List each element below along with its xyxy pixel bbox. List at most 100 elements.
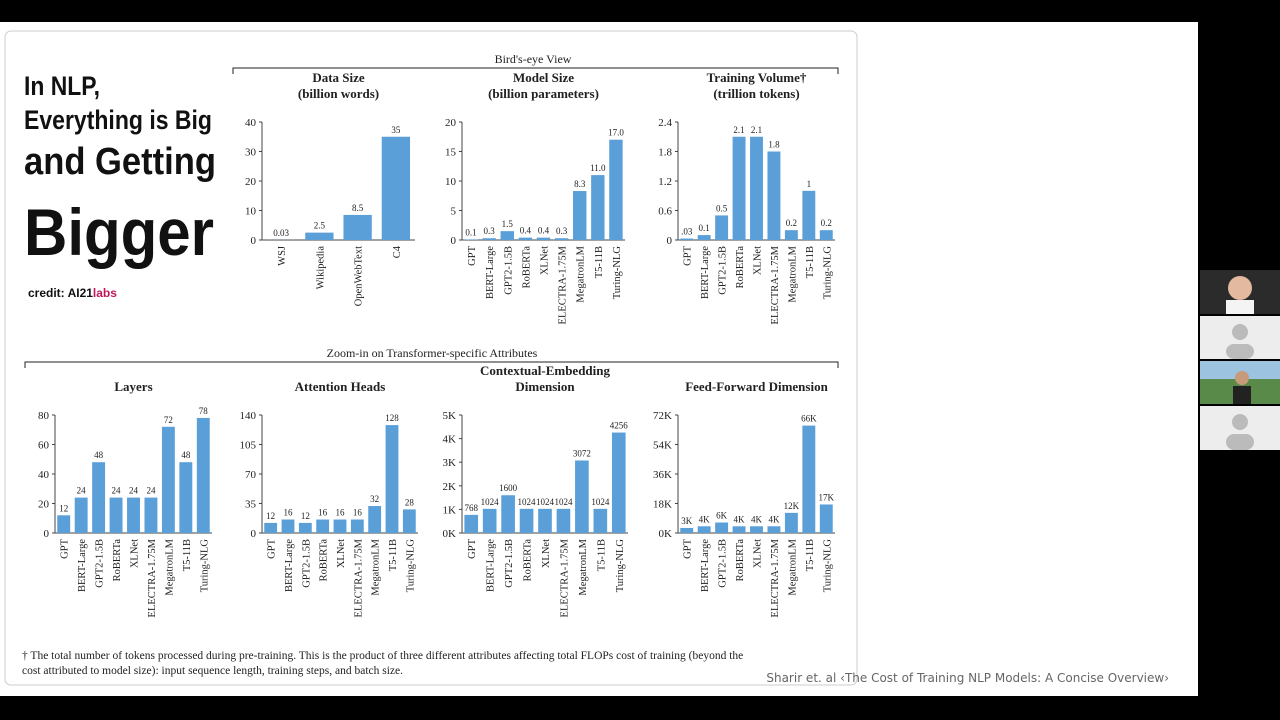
bar (127, 497, 140, 533)
bar (591, 175, 605, 240)
value-label: 4K (768, 514, 780, 524)
bar (343, 214, 372, 240)
value-label: 0.2 (786, 218, 797, 228)
y-tick-label: 20 (445, 117, 457, 129)
footnote: cost attributed to model size): input se… (22, 665, 403, 677)
bar (538, 508, 552, 533)
value-label: 4K (734, 514, 746, 524)
value-label: 1600 (499, 483, 518, 493)
x-tick-label: XLNet (753, 246, 764, 275)
bar (750, 526, 763, 533)
value-label: 3072 (573, 449, 591, 459)
bar (732, 136, 746, 240)
y-tick-label: 15 (445, 147, 457, 159)
x-tick-label: ELECTRA-1.75M (770, 245, 781, 324)
x-tick-label: ELECTRA-1.75M (559, 538, 570, 617)
x-tick-label: GPT (683, 538, 694, 558)
avatar (1226, 434, 1254, 450)
bar (732, 526, 746, 533)
y-tick-label: 60 (38, 440, 50, 452)
bar (556, 508, 571, 533)
x-tick-label: GPT2-1.5B (504, 539, 515, 588)
value-label: 1024 (481, 497, 500, 507)
value-label: 6K (716, 511, 728, 521)
x-tick-label: OpenWebText (354, 246, 365, 306)
bar (573, 191, 587, 240)
value-label: 8.5 (352, 203, 364, 213)
bar-chart: Data Size(billion words) 0 10 20 30 40 0.03 WSJ… (245, 70, 415, 306)
avatar (1228, 276, 1252, 300)
bar-chart: Layers 0 20 40 60 80 12 GPT 24 BERT-Large 48 GPT2-1… (38, 379, 212, 617)
chart-title: Attention Heads (295, 379, 386, 394)
x-tick-label: MegatronLM (576, 245, 587, 302)
y-tick-label: 1K (443, 504, 457, 516)
value-label: 0.03 (273, 228, 289, 238)
x-tick-label: T5-11B (596, 539, 607, 571)
bar (784, 230, 798, 240)
value-label: 32 (370, 494, 379, 504)
value-label: 1024 (536, 497, 555, 507)
bar (350, 519, 364, 533)
y-tick-label: 0 (251, 235, 257, 247)
value-label: 12K (784, 501, 800, 511)
y-tick-label: 105 (240, 440, 257, 452)
x-tick-label: RoBERTa (735, 539, 746, 582)
value-label: 2.1 (751, 125, 762, 135)
x-tick-label: BERT-Large (77, 539, 88, 592)
x-tick-label: XLNet (753, 539, 764, 568)
bar (802, 190, 816, 240)
value-label: .03 (681, 227, 693, 237)
bar (819, 504, 833, 533)
y-tick-label: 0K (659, 528, 673, 540)
chart-title: Dimension (515, 379, 575, 394)
y-tick-label: 0 (667, 235, 673, 247)
chart-title: (billion words) (298, 86, 379, 101)
bar (609, 139, 623, 240)
y-tick-label: 40 (245, 117, 257, 129)
bar-chart: Attention Heads 0 35 70 105 140 12 GPT 16 BERT-La… (240, 379, 418, 617)
value-label: 1.5 (502, 219, 514, 229)
chart-title: Model Size (513, 70, 574, 85)
y-tick-label: 20 (245, 176, 257, 188)
bar (501, 495, 515, 533)
x-tick-label: BERT-Large (485, 246, 496, 299)
y-tick-label: 0 (251, 528, 257, 540)
x-tick-label: XLNet (336, 539, 347, 568)
bar (74, 497, 88, 533)
y-tick-label: 3K (443, 457, 457, 469)
bar (305, 232, 334, 240)
value-label: 16 (353, 508, 363, 518)
x-tick-label: Turing-NLG (615, 539, 626, 593)
x-tick-label: T5-11B (388, 539, 399, 571)
value-label: 24 (129, 486, 139, 496)
x-tick-label: GPT2-1.5B (503, 246, 514, 295)
chart-title: (billion parameters) (488, 86, 599, 101)
value-label: 1024 (554, 497, 573, 507)
bar (109, 497, 123, 533)
x-tick-label: GPT (683, 245, 694, 265)
bar (196, 417, 210, 533)
bar (554, 238, 569, 240)
chart-title: (trillion tokens) (713, 86, 799, 101)
value-label: 0.4 (520, 226, 532, 236)
value-label: 4K (751, 514, 763, 524)
x-tick-label: BERT-Large (700, 246, 711, 299)
x-tick-label: GPT2-1.5B (95, 539, 106, 588)
value-label: 16 (336, 508, 346, 518)
x-tick-label: MegatronLM (371, 538, 382, 595)
x-tick-label: Wikipedia (315, 246, 326, 290)
y-tick-label: 1.8 (658, 147, 672, 159)
bar (500, 231, 514, 240)
x-tick-label: ELECTRA-1.75M (770, 538, 781, 617)
bar (144, 497, 158, 533)
x-tick-label: T5-11B (805, 539, 816, 571)
credit-suffix: labs (93, 286, 117, 300)
x-tick-label: RoBERTa (319, 539, 330, 582)
bar (464, 514, 479, 533)
x-tick-label: ELECTRA-1.75M (558, 245, 569, 324)
value-label: 2.5 (314, 221, 326, 231)
y-tick-label: 1.2 (658, 176, 672, 188)
bar (385, 425, 399, 533)
y-tick-label: 72K (653, 410, 672, 422)
x-tick-label: MegatronLM (787, 245, 798, 302)
